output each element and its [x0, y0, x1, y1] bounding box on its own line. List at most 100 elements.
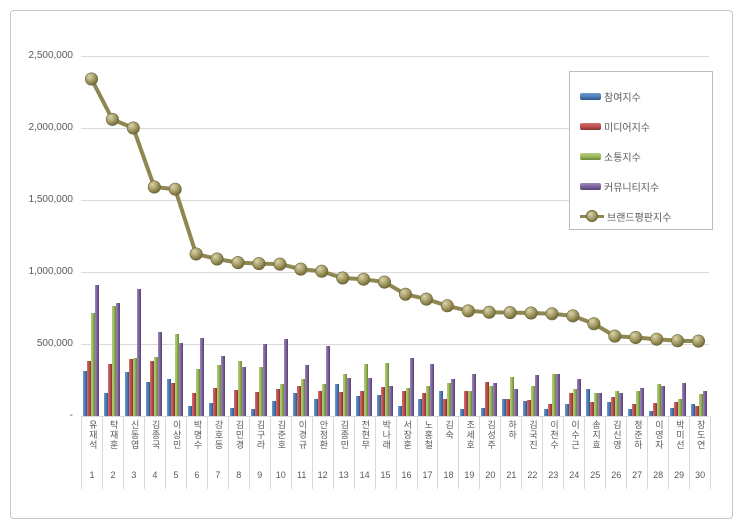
- participation-bar: [209, 403, 214, 416]
- category-rank: 25: [590, 470, 601, 480]
- communication-bar: [405, 388, 410, 416]
- category-cell: 김국진 22: [522, 416, 544, 489]
- media-bar: [673, 402, 678, 416]
- category-rank: 13: [338, 470, 349, 480]
- legend-label: 소통지수: [604, 152, 641, 164]
- category-cell: 김민경 8: [229, 416, 250, 489]
- category-name: 박미선: [674, 420, 685, 450]
- category-rank: 19: [464, 470, 475, 480]
- communication-bar: [447, 383, 452, 416]
- media-bar: [631, 404, 636, 416]
- legend-item-brand-reputation: 브랜드평판지수: [580, 201, 712, 231]
- category-name: 탁재훈: [108, 420, 119, 450]
- category-rank: 11: [297, 470, 307, 480]
- participation-bar: [648, 411, 653, 416]
- communication-bar: [342, 374, 347, 416]
- category-rank: 28: [653, 470, 664, 480]
- media-bar: [464, 391, 469, 416]
- y-tick-label: 2,000,000: [28, 122, 74, 133]
- communication-bar: [531, 386, 536, 416]
- category-cell: 이영자 28: [648, 416, 670, 489]
- category-column: [688, 56, 709, 416]
- communication-bar: [635, 391, 640, 416]
- community-bar: [639, 388, 644, 416]
- community-bar: [388, 386, 393, 416]
- media-bar: [171, 383, 176, 416]
- category-column: [207, 56, 228, 416]
- category-name: 장도연: [695, 420, 706, 450]
- category-name: 송지효: [590, 420, 601, 450]
- communication-bar: [468, 391, 473, 416]
- media-bar: [359, 391, 364, 416]
- category-name: 김종국: [150, 420, 161, 450]
- category-name: 박나래: [381, 420, 392, 450]
- participation-bar: [313, 399, 318, 416]
- media-bar: [338, 392, 343, 416]
- communication-bar: [91, 313, 96, 416]
- media-bar: [443, 399, 448, 416]
- communication-bar: [614, 391, 619, 416]
- category-name: 김구라: [255, 420, 266, 450]
- category-rank: 23: [548, 470, 559, 480]
- communication-bar: [510, 377, 515, 416]
- y-tick-label: 1,500,000: [28, 194, 74, 205]
- y-tick-label: 500,000: [36, 338, 73, 349]
- category-cell: 서장훈 16: [397, 416, 418, 489]
- category-column: [584, 56, 605, 416]
- category-rank: 1: [89, 470, 95, 480]
- communication-bar: [279, 384, 284, 416]
- category-rank: 16: [401, 470, 412, 480]
- category-rank: 8: [236, 470, 242, 480]
- chart-frame: 유재석 1 탁재훈 2 신동엽 3 김종국 4 이상민 5 박명수 6 강호동 7 김민경 8 김구라 9 김준호 1…: [10, 10, 733, 519]
- category-name: 김성주: [486, 420, 497, 450]
- category-name: 김신영: [611, 420, 622, 450]
- community-bar: [577, 379, 582, 416]
- media-bar: [569, 393, 574, 416]
- community-bar: [597, 393, 602, 416]
- category-column: [353, 56, 374, 416]
- communication-bar: [363, 364, 368, 416]
- participation-bar: [606, 402, 611, 416]
- category-cell: 이경규 11: [292, 416, 313, 489]
- category-rank: 9: [257, 470, 263, 480]
- participation-bar: [83, 371, 88, 416]
- category-rank: 4: [152, 470, 158, 480]
- category-column: [500, 56, 521, 416]
- community-bar: [179, 343, 184, 416]
- category-column: [437, 56, 458, 416]
- category-cell: 탁재훈 2: [103, 416, 124, 489]
- category-name: 이경규: [297, 420, 308, 450]
- legend-label: 커뮤니티지수: [604, 182, 660, 194]
- category-rank: 18: [443, 470, 454, 480]
- participation-bar: [334, 384, 339, 416]
- community-bar: [116, 303, 121, 416]
- category-name: 이상민: [171, 420, 182, 450]
- communication-bar: [593, 393, 598, 416]
- category-rank: 21: [506, 470, 517, 480]
- participation-bar: [167, 379, 172, 416]
- communication-bar: [133, 358, 138, 416]
- participation-bar: [460, 409, 465, 416]
- media-bar: [296, 386, 301, 416]
- community-bar: [242, 367, 247, 416]
- category-column: [563, 56, 584, 416]
- communication-bar: [238, 361, 243, 416]
- community-swatch-icon: [580, 182, 601, 190]
- category-cell: 박미선 29: [669, 416, 691, 489]
- participation-bar: [669, 408, 674, 416]
- community-bar: [535, 375, 540, 416]
- communication-swatch-icon: [580, 152, 601, 160]
- media-bar: [589, 402, 594, 416]
- category-cell: 김준호 10: [271, 416, 292, 489]
- community-bar: [702, 391, 707, 416]
- legend-label: 참여지수: [604, 92, 641, 104]
- category-cell: 박명수 6: [187, 416, 208, 489]
- participation-swatch-icon: [580, 92, 601, 100]
- category-cell: 유재석 1: [82, 416, 103, 489]
- communication-bar: [489, 386, 494, 416]
- category-column: [249, 56, 270, 416]
- category-column: [144, 56, 165, 416]
- category-rank: 20: [485, 470, 496, 480]
- media-bar: [87, 361, 92, 416]
- category-cell: 김신영 26: [606, 416, 628, 489]
